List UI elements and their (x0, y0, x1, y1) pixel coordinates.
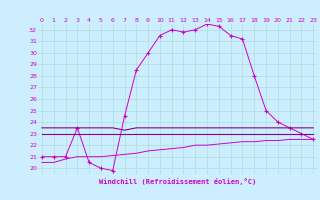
X-axis label: Windchill (Refroidissement éolien,°C): Windchill (Refroidissement éolien,°C) (99, 178, 256, 185)
